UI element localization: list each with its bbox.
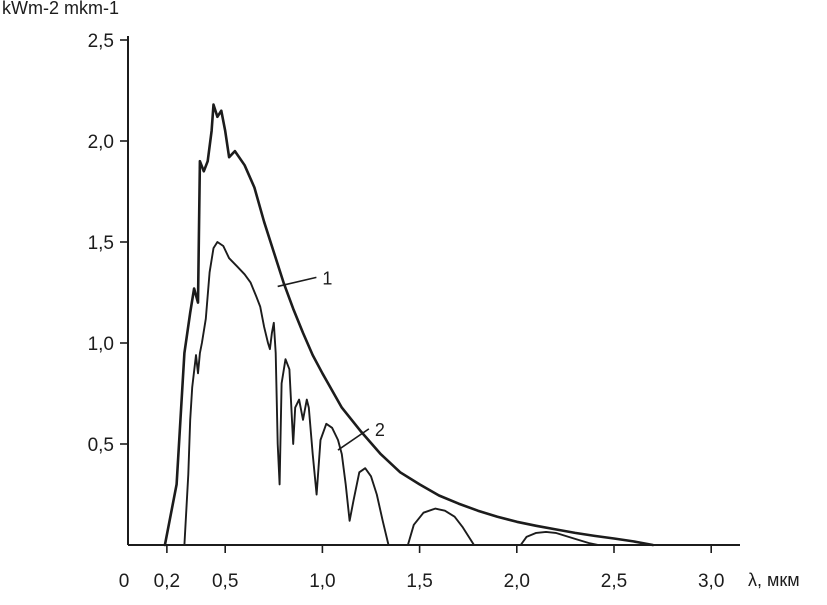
y-ticks: 0,5 1,0 1,5 2,0 2,5 (88, 31, 128, 456)
x-tick-label: 0,5 (212, 571, 238, 592)
series-2-line (406, 507, 475, 546)
series-2-line (183, 241, 390, 546)
x-tick-label: 0 (119, 571, 130, 592)
curve-1-leader-line (277, 276, 317, 288)
x-ticks: 0 0,2 0,5 1,0 1,5 2,0 2,5 3,0 (119, 545, 724, 592)
annotation-layer: 12 (277, 268, 385, 451)
x-tick-label: 1,0 (309, 571, 335, 592)
series-layer (163, 103, 655, 547)
curve-2-leader-line (337, 428, 370, 451)
y-tick-label: 0,5 (88, 435, 114, 456)
x-tick-label: 1,5 (406, 571, 432, 592)
y-tick-label: 1,0 (88, 334, 114, 355)
x-tick-label: 2,0 (504, 571, 530, 592)
series-2-line (519, 530, 600, 546)
curve-2-label: 2 (375, 420, 385, 440)
x-tick-label: 2,5 (601, 571, 627, 592)
x-tick-label: 0,2 (154, 571, 180, 592)
x-axis-label: λ, мкм (748, 570, 800, 590)
y-axis-unit-label: kWm-2 mkm-1 (2, 0, 119, 18)
y-tick-label: 1,5 (88, 233, 114, 254)
y-tick-label: 2,5 (88, 31, 114, 52)
plot-area: 0,5 1,0 1,5 2,0 2,5 0 0,2 0,5 1,0 1,5 2,0 2,5 3,0 1… (88, 31, 740, 592)
series-1-line (163, 103, 655, 547)
y-tick-label: 2,0 (88, 132, 114, 153)
curve-1-label: 1 (322, 268, 332, 288)
x-tick-label: 3,0 (698, 571, 724, 592)
